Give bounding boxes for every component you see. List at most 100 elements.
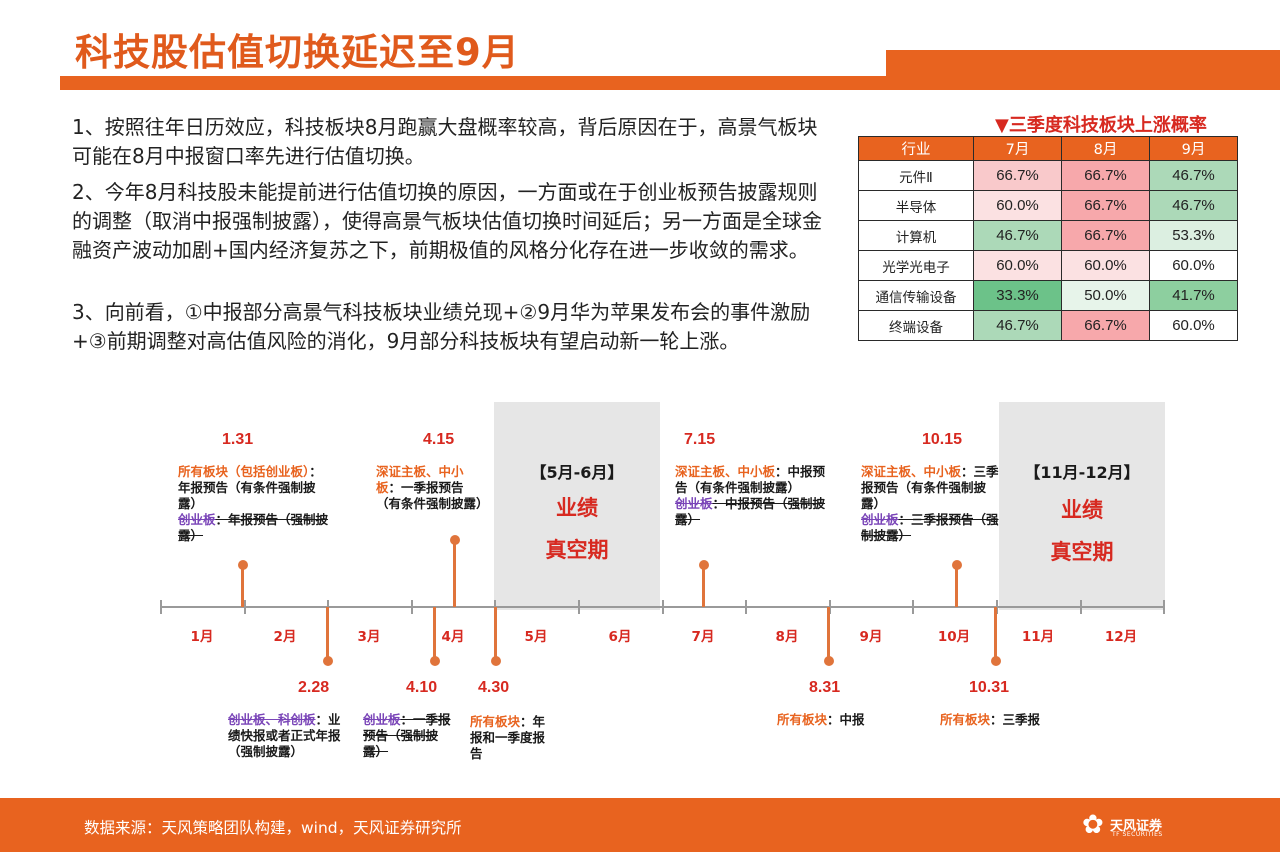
event-note-7-15-text2: ：中报预告（强制披露） — [675, 496, 826, 527]
probability-table: 行业 7月 8月 9月 元件Ⅱ 66.7% 66.7% 46.7% 半导体 60.0% 66… — [858, 136, 1238, 341]
month-label: 8月 — [775, 629, 799, 645]
event-note-2-28-text: ：业绩快报或者正式年报（强制披露） — [228, 712, 341, 759]
industry-name: 终端设备 — [858, 310, 974, 341]
header-sep: 9月 — [1149, 136, 1238, 161]
vacuum-label-2a: 业绩 — [1061, 498, 1103, 522]
month-label: 6月 — [608, 629, 632, 645]
axis-tick — [996, 600, 998, 614]
event-note-7-15-board2: 创业板 — [675, 496, 713, 511]
event-date-7-15: 7.15 — [684, 431, 716, 448]
event-note-2-28: 创业板、科创板：业绩快报或者正式年报（强制披露） — [228, 712, 344, 760]
marker-4-30 — [491, 656, 501, 666]
probability-cell: 46.7% — [973, 310, 1062, 341]
month-label: 3月 — [357, 629, 381, 645]
axis-tick — [912, 600, 914, 614]
event-note-8-31: 所有板块：中报 — [777, 712, 907, 728]
month-label: 9月 — [859, 629, 883, 645]
probability-cell: 66.7% — [973, 160, 1062, 191]
event-note-4-30-board: 所有板块 — [470, 714, 521, 729]
event-date-4-10: 4.10 — [406, 679, 438, 696]
marker-8-31 — [824, 656, 834, 666]
probability-cell: 53.3% — [1149, 220, 1238, 251]
event-note-4-10: 创业板：一季报预告（强制披露） — [363, 712, 455, 760]
event-note-7-15-board: 深证主板、中小板 — [675, 464, 776, 479]
stem-4-10 — [433, 607, 436, 660]
axis-tick — [244, 600, 246, 614]
paragraph-2: 2、今年8月科技股未能提前进行估值切换的原因，一方面或在于创业板预告披露规则的调… — [72, 180, 822, 262]
event-note-1-31-text2: ：年报预告（强制披露） — [178, 512, 329, 543]
probability-cell: 41.7% — [1149, 280, 1238, 311]
event-date-10-15: 10.15 — [922, 431, 963, 448]
event-note-10-31: 所有板块：三季报 — [940, 712, 1080, 728]
footer-bar — [0, 798, 1280, 852]
vacuum-label-1b: 真空期 — [545, 538, 609, 562]
month-label: 10月 — [937, 629, 971, 645]
axis-tick — [745, 600, 747, 614]
axis-tick — [662, 600, 664, 614]
data-source: 数据来源：天风策略团队构建，wind，天风证券研究所 — [84, 819, 462, 837]
industry-name: 元件Ⅱ — [858, 160, 974, 191]
header-aug: 8月 — [1061, 136, 1150, 161]
probability-cell: 60.0% — [1149, 250, 1238, 281]
industry-name: 通信传输设备 — [858, 280, 974, 311]
marker-4-10 — [430, 656, 440, 666]
event-note-1-31: 所有板块（包括创业板）：年报预告（有条件强制披露） 创业板：年报预告（强制披露） — [178, 464, 334, 544]
month-label: 1月 — [190, 629, 214, 645]
table-title: ▼三季度科技板块上涨概率 — [995, 115, 1207, 136]
event-note-1-31-text: ：年报预告（有条件强制披露） — [178, 464, 322, 511]
probability-cell: 66.7% — [1061, 310, 1150, 341]
month-label: 4月 — [441, 629, 465, 645]
event-note-10-31-text: ：三季报 — [990, 712, 1041, 727]
table-row: 光学光电子 60.0% 60.0% 60.0% — [858, 250, 1238, 281]
logo-name: 天风证券 — [1110, 819, 1163, 834]
title-underline-bar — [60, 76, 1280, 90]
axis-tick — [829, 600, 831, 614]
axis-tick — [578, 600, 580, 614]
probability-cell: 33.3% — [973, 280, 1062, 311]
month-label: 12月 — [1104, 629, 1138, 645]
table-row: 计算机 46.7% 66.7% 53.3% — [858, 220, 1238, 251]
marker-10-15 — [952, 560, 962, 570]
event-note-4-10-board: 创业板 — [363, 712, 401, 727]
stem-10-15 — [955, 565, 958, 607]
marker-10-31 — [991, 656, 1001, 666]
industry-name: 计算机 — [858, 220, 974, 251]
event-note-8-31-text: ：中报 — [827, 712, 865, 727]
probability-cell: 66.7% — [1061, 220, 1150, 251]
probability-cell: 46.7% — [973, 220, 1062, 251]
event-note-10-15-board: 深证主板、中小板 — [861, 464, 962, 479]
probability-cell: 60.0% — [973, 190, 1062, 221]
header-jul: 7月 — [973, 136, 1062, 161]
table-row: 元件Ⅱ 66.7% 66.7% 46.7% — [858, 160, 1238, 191]
stem-4-30 — [494, 607, 497, 660]
event-note-1-31-board: 所有板块（包括创业板） — [178, 464, 310, 479]
event-note-8-31-board: 所有板块 — [777, 712, 828, 727]
axis-tick — [1080, 600, 1082, 614]
stem-1-31 — [241, 565, 244, 607]
event-note-4-15-text: ：一季报预告（有条件强制披露） — [376, 480, 489, 511]
paragraph-1: 1、按照往年日历效应，科技板块8月跑赢大盘概率较高，背后原因在于，高景气板块可能… — [72, 115, 818, 168]
marker-4-15 — [450, 535, 460, 545]
event-date-1-31: 1.31 — [222, 431, 254, 448]
event-date-4-15: 4.15 — [423, 431, 455, 448]
month-label: 7月 — [691, 629, 715, 645]
probability-cell: 66.7% — [1061, 190, 1150, 221]
event-note-2-28-board: 创业板、科创板 — [228, 712, 316, 727]
probability-cell: 46.7% — [1149, 190, 1238, 221]
vacuum-label-2b: 真空期 — [1050, 540, 1114, 564]
stem-10-31 — [994, 607, 997, 660]
header-industry: 行业 — [858, 136, 974, 161]
vacuum-range-2: 【11月-12月】 — [1024, 463, 1140, 482]
axis-tick — [1163, 600, 1165, 614]
stem-7-15 — [702, 565, 705, 607]
event-note-4-15-board: 深证主板、中小板 — [376, 464, 464, 495]
probability-cell: 60.0% — [1061, 250, 1150, 281]
table-header-row: 行业 7月 8月 9月 — [858, 136, 1238, 161]
event-date-8-31: 8.31 — [809, 679, 841, 696]
axis-tick — [160, 600, 162, 614]
vacuum-period-box-1 — [494, 402, 660, 610]
probability-cell: 60.0% — [1149, 310, 1238, 341]
vacuum-label-1a: 业绩 — [556, 496, 598, 520]
marker-1-31 — [238, 560, 248, 570]
stem-8-31 — [827, 607, 830, 660]
